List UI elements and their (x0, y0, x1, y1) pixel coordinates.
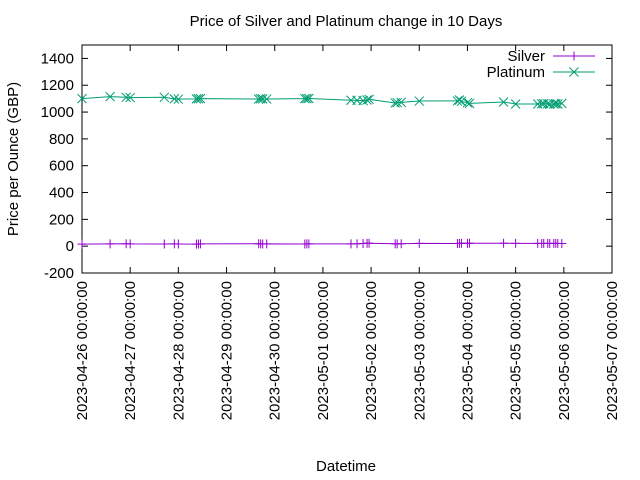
y-tick-label: 0 (66, 238, 74, 255)
platinum-data-point (304, 93, 314, 104)
platinum-data-point (299, 93, 310, 104)
x-tick-label: 2023-04-30 00:00:00 (267, 281, 284, 420)
silver-data-point (557, 238, 567, 248)
platinum-data-point (125, 92, 136, 103)
platinum-data-point (362, 95, 372, 105)
x-tick-label: 2023-04-28 00:00:00 (170, 281, 187, 420)
platinum-data-point (392, 97, 403, 108)
silver-data-point (195, 239, 205, 249)
x-tick-label: 2023-04-27 00:00:00 (122, 281, 139, 420)
platinum-data-point (548, 99, 559, 109)
x-tick-label: 2023-05-06 00:00:00 (556, 281, 573, 420)
platinum-data-point (253, 94, 264, 104)
silver-data-point (77, 239, 87, 249)
legend-label-silver: Silver (507, 48, 545, 65)
platinum-data-point (191, 94, 202, 104)
platinum-data-point (257, 94, 268, 104)
platinum-data-point (452, 96, 463, 106)
chart-title: Price of Silver and Platinum change in 1… (190, 13, 503, 30)
platinum-data-point (261, 94, 272, 104)
y-tick-label: 400 (49, 185, 74, 202)
plot-area: -200 0 200 400 600 800 1000 1200 1400 2023-04-26 … (41, 44, 621, 420)
platinum-data-point (193, 93, 204, 104)
platinum-data-point (358, 95, 368, 106)
silver-data-point (105, 239, 115, 249)
x-tick-label: 2023-05-03 00:00:00 (411, 281, 428, 420)
legend-marker-platinum (569, 67, 579, 77)
platinum-data-point (464, 98, 475, 109)
platinum-data-point (556, 98, 567, 109)
platinum-data-point (301, 93, 312, 104)
y-axis-title: Price per Ounce (GBP) (5, 82, 22, 236)
x-tick-label: 2023-05-07 00:00:00 (604, 281, 621, 420)
y-tick-label: 1000 (41, 104, 74, 121)
x-tick-label: 2023-05-01 00:00:00 (315, 281, 332, 420)
platinum-data-point (77, 93, 87, 104)
silver-data-point (511, 238, 521, 248)
platinum-data-point (396, 97, 407, 108)
platinum-data-point (462, 97, 473, 108)
platinum-data-point (456, 96, 467, 107)
platinum-data-point (510, 99, 521, 109)
x-tick-label: 2023-05-04 00:00:00 (459, 281, 476, 420)
silver-series-line (81, 242, 562, 245)
x-tick-label: 2023-04-29 00:00:00 (219, 281, 236, 420)
platinum-data-point (552, 99, 563, 109)
platinum-data-point (159, 92, 170, 103)
platinum-data-point (195, 93, 206, 104)
platinum-data-point (121, 92, 132, 103)
platinum-data-point (414, 96, 425, 106)
x-tick-label: 2023-05-02 00:00:00 (363, 281, 380, 420)
platinum-data-point (498, 97, 509, 107)
silver-data-point (464, 238, 474, 248)
y-tick-label: 200 (49, 211, 74, 228)
y-tick-label: 1400 (41, 50, 74, 67)
silver-data-point (396, 239, 406, 249)
legend-label-platinum: Platinum (487, 64, 545, 81)
silver-data-point (159, 239, 169, 249)
x-tick-label: 2023-05-05 00:00:00 (508, 281, 525, 420)
silver-data-point (173, 239, 183, 249)
silver-data-point (262, 239, 272, 249)
silver-data-point (304, 239, 314, 249)
platinum-series-line (81, 96, 562, 105)
silver-data-point (499, 238, 509, 248)
plot-frame (81, 44, 613, 274)
y-tick-label: -200 (44, 265, 74, 282)
y-tick-label: 600 (49, 158, 74, 175)
platinum-data-point (105, 91, 115, 102)
silver-data-point (414, 238, 424, 248)
platinum-data-point (173, 94, 184, 105)
platinum-data-point (364, 94, 374, 105)
silver-data-point (125, 239, 135, 249)
y-tick-label: 800 (49, 131, 74, 148)
platinum-data-point (169, 94, 180, 104)
y-tick-label: 1200 (41, 77, 74, 94)
x-tick-label: 2023-04-26 00:00:00 (74, 281, 91, 420)
silver-data-point (364, 238, 374, 248)
legend-marker-silver (569, 51, 579, 61)
x-axis-title: Datetime (316, 458, 376, 475)
